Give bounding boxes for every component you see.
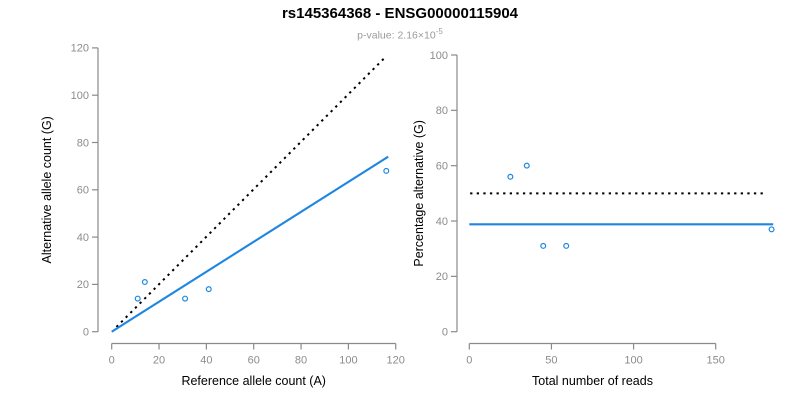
x-tick-label: 150: [707, 355, 725, 367]
data-point: [383, 167, 390, 174]
y-tick-label: 40: [77, 232, 89, 244]
y-tick-label: 100: [430, 50, 448, 62]
y-tick-label: 40: [436, 216, 448, 228]
data-point: [540, 242, 547, 249]
x-axis-title: Total number of reads: [532, 374, 653, 388]
pvalue-exponent: -5: [435, 27, 443, 36]
x-tick-label: 100: [624, 355, 642, 367]
data-point: [141, 279, 148, 286]
x-tick-label: 120: [387, 355, 405, 367]
plot-subtitle: p-value: 2.16×10-5: [0, 25, 800, 43]
data-point: [507, 173, 514, 180]
x-tick-label: 100: [339, 355, 357, 367]
plot-header: rs145364368 - ENSG00000115904 p-value: 2…: [0, 5, 800, 43]
data-point: [563, 242, 570, 249]
x-tick-label: 60: [248, 355, 260, 367]
y-tick-label: 80: [77, 137, 89, 149]
y-tick-label: 80: [436, 105, 448, 117]
x-tick-label: 80: [295, 355, 307, 367]
x-tick-label: 50: [545, 355, 557, 367]
pvalue-prefix: p-value:: [357, 29, 398, 42]
y-tick-label: 100: [71, 90, 89, 102]
allele-count-scatter-plot: 0 20 40 60 80 100 120 0 20 40 60 80 100 120 Reference …: [40, 43, 405, 388]
plot-title: rs145364368 - ENSG00000115904: [281, 5, 519, 22]
data-point: [134, 295, 141, 302]
y-axis-title: Percentage alternative (G): [412, 120, 426, 267]
data-point: [523, 162, 530, 169]
y-axis-title: Alternative allele count (G): [40, 116, 54, 263]
x-tick-label: 0: [109, 355, 115, 367]
y-tick-label: 0: [83, 327, 89, 339]
y-tick-label: 60: [77, 185, 89, 197]
y-tick-label: 20: [436, 271, 448, 283]
y-tick-label: 20: [77, 279, 89, 291]
data-point: [768, 226, 775, 233]
data-point: [182, 295, 189, 302]
pvalue-mantissa: 2.16×10: [397, 29, 436, 42]
fit-line: [111, 155, 389, 333]
y-tick-label: 0: [442, 327, 448, 339]
y-tick-label: 120: [71, 43, 89, 55]
data-point: [205, 286, 212, 293]
y-tick-label: 60: [436, 160, 448, 172]
percentage-scatter-plot: 0 20 40 60 80 100 0 50 100 150 Total number of rea…: [412, 50, 775, 388]
x-axis-title: Reference allele count (A): [181, 374, 326, 388]
x-tick-label: 20: [153, 355, 165, 367]
identity-line: [115, 55, 387, 328]
x-tick-label: 0: [466, 355, 472, 367]
x-tick-label: 40: [200, 355, 212, 367]
